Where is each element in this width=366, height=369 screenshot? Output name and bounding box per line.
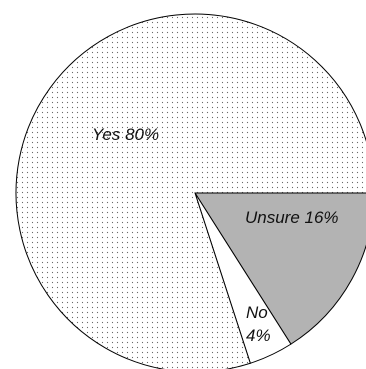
pie-slice-yes [15,13,366,369]
pie-slice-unsure [194,192,366,345]
slice-label-unsure: Unsure 16% [245,208,339,227]
slice-label-no-line2: 4% [246,326,271,345]
slice-label-yes: Yes 80% [92,125,159,144]
slice-label-no-line1: No [246,303,268,322]
